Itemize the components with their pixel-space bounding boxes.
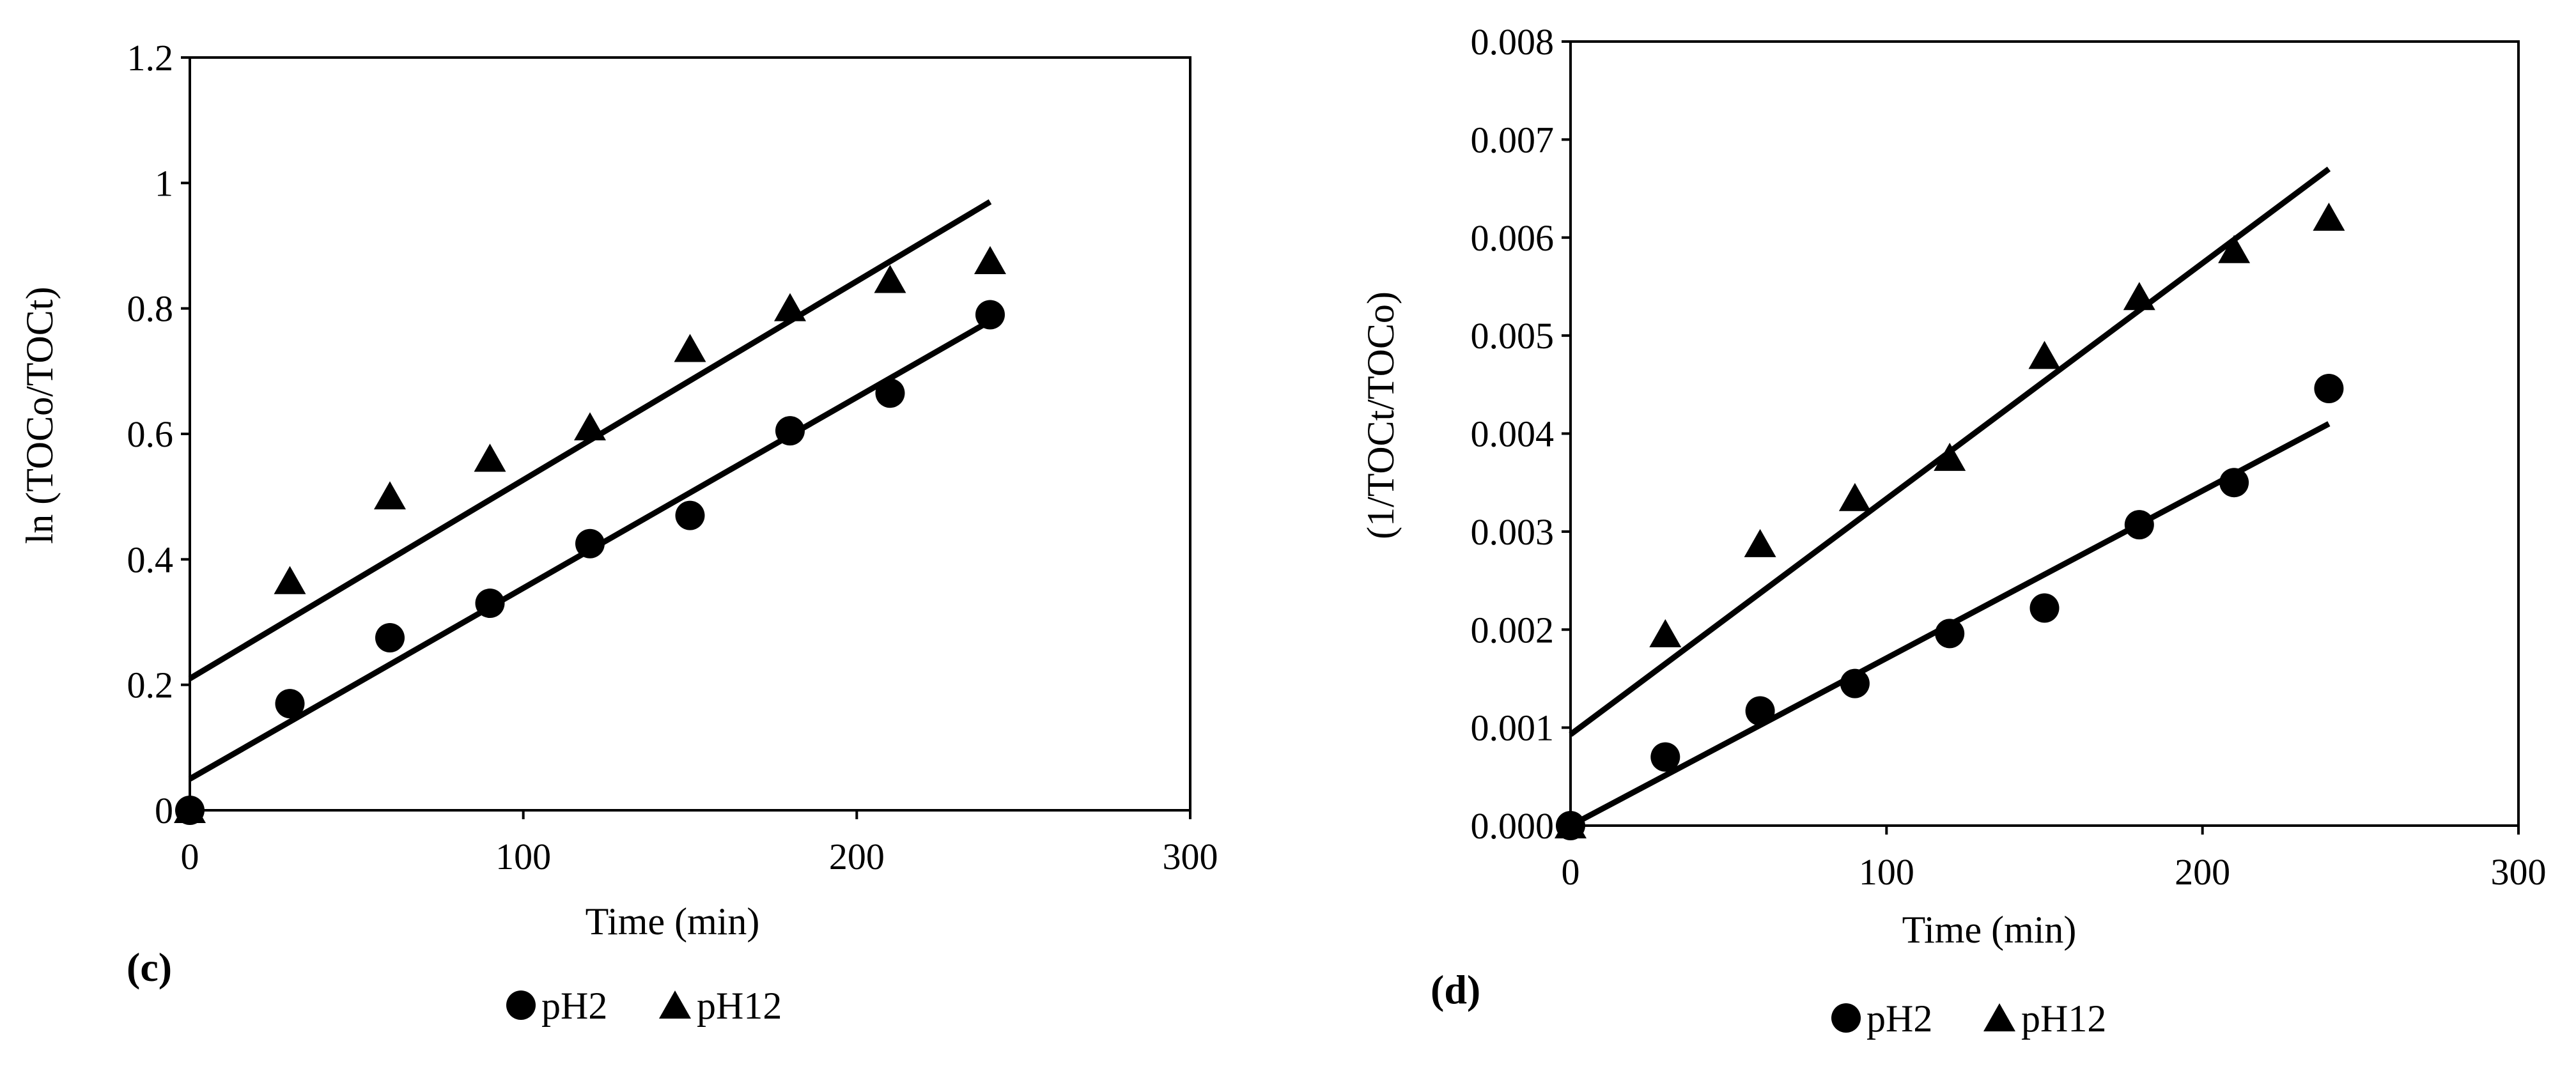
chart-c-x-tick-label: 300 [1163,836,1218,877]
chart-c-point-pH2 [675,500,705,530]
chart-c-point-pH12 [174,795,206,823]
chart-c-point-pH12 [574,412,606,441]
chart-d-xlabel: Time (min) [1902,909,2077,951]
chart-d-x-tick-label: 100 [1859,851,1914,893]
chart-c-point-pH2 [975,300,1005,330]
chart-c-y-tick-label: 0.8 [127,288,174,330]
chart-d-y-tick-label: 0.004 [1471,413,1555,455]
chart-d-point-pH12 [1934,442,1966,471]
chart-d-plot-frame [1569,40,2520,827]
chart-c-y-tick-label: 1 [155,162,173,204]
chart-c-panel-label: (c) [127,944,172,990]
chart-d-point-pH12 [1838,482,1871,511]
chart-d-point-pH2 [2219,468,2249,498]
chart-c-legend-pH2: pH2 [541,985,607,1027]
chart-c-legend-pH12: pH12 [697,985,782,1027]
chart-d-point-pH12 [2218,235,2251,263]
chart-d-legend: pH2 pH12 [1831,998,2106,1040]
chart-d-point-pH12 [2028,341,2061,369]
chart-d-point-pH2 [1935,619,1965,649]
chart-d-point-pH12 [1555,810,1587,838]
chart-d-point-pH2 [2124,510,2154,540]
chart-c-point-pH12 [674,334,706,362]
chart-c-y-tick-label: 0.2 [127,665,174,706]
chart-c-legend-pH2-marker [506,990,536,1020]
chart-c-y-tick-label: 0.4 [127,539,174,580]
chart-c-legend-pH12-marker [659,990,691,1019]
chart-d-panel-label: (d) [1431,967,1480,1012]
chart-c-y-tick-label: 1.2 [127,37,174,79]
chart-d-y-tick-label: 0.001 [1471,707,1555,749]
chart-c-point-pH2 [475,589,505,619]
chart-c-point-pH2 [775,416,805,446]
chart-d-y-tick-label: 0.002 [1471,609,1555,651]
chart-c-point-pH2 [275,689,305,719]
chart-d-x-tick-label: 300 [2491,851,2547,893]
chart-d-point-pH2 [1840,668,1870,698]
chart-d: (1/TOCt/TOCo) Time (min) (d) pH2 pH12 0.… [1360,21,2547,1040]
chart-c-point-pH12 [474,443,506,472]
chart-d-point-pH2 [2029,593,2060,623]
chart-c-xlabel: Time (min) [586,900,760,943]
chart-d-y-tick-label: 0.008 [1471,21,1555,63]
chart-d-y-tick-label: 0.005 [1471,315,1555,357]
chart-c-point-pH12 [974,246,1006,275]
chart-c-legend: pH2 pH12 [506,985,782,1027]
chart-d-y-tick-label: 0.007 [1471,119,1555,160]
chart-d-legend-pH2: pH2 [1866,998,1932,1040]
chart-d-y-tick-label: 0.003 [1471,511,1555,553]
chart-c-ylabel: ln (TOCo/TOCt) [19,287,61,544]
chart-c-x-tick-label: 100 [495,836,551,877]
chart-d-x-tick-label: 0 [1562,851,1580,893]
chart-d-ylabel: (1/TOCt/TOCo) [1360,291,1402,539]
chart-c-point-pH12 [774,293,806,321]
chart-d-point-pH12 [1744,528,1776,557]
chart-c-plot-frame [189,56,1191,812]
chart-d-point-pH12 [2123,282,2155,311]
chart-d-legend-pH12: pH12 [2021,998,2106,1040]
chart-d-legend-pH2-marker [1831,1003,1861,1033]
chart-c-x-tick-label: 0 [181,836,199,877]
chart-c-x-tick-label: 200 [829,836,885,877]
chart-c-point-pH2 [875,378,905,408]
chart-d-point-pH2 [1745,696,1775,726]
chart-c-point-pH2 [375,623,405,653]
chart-d-point-pH2 [2314,373,2344,403]
chart-d-x-tick-label: 200 [2175,851,2230,893]
chart-c-point-pH12 [374,481,406,510]
chart-d-y-tick-label: 0.000 [1471,805,1555,847]
chart-c-y-tick-label: 0.6 [127,413,174,455]
chart-c: ln (TOCo/TOCt) Time (min) (c) pH2 pH12 0… [19,37,1218,1027]
chart-d-point-pH2 [1650,742,1680,772]
chart-d-y-tick-label: 0.006 [1471,217,1555,259]
chart-d-legend-pH12-marker [1983,1003,2015,1031]
chart-c-point-pH12 [274,566,306,594]
chart-d-point-pH12 [1649,619,1682,647]
chart-c-y-tick-label: 0 [155,790,173,831]
chart-d-point-pH12 [2313,203,2345,231]
chart-c-point-pH2 [575,528,605,559]
chart-c-point-pH12 [874,265,906,293]
